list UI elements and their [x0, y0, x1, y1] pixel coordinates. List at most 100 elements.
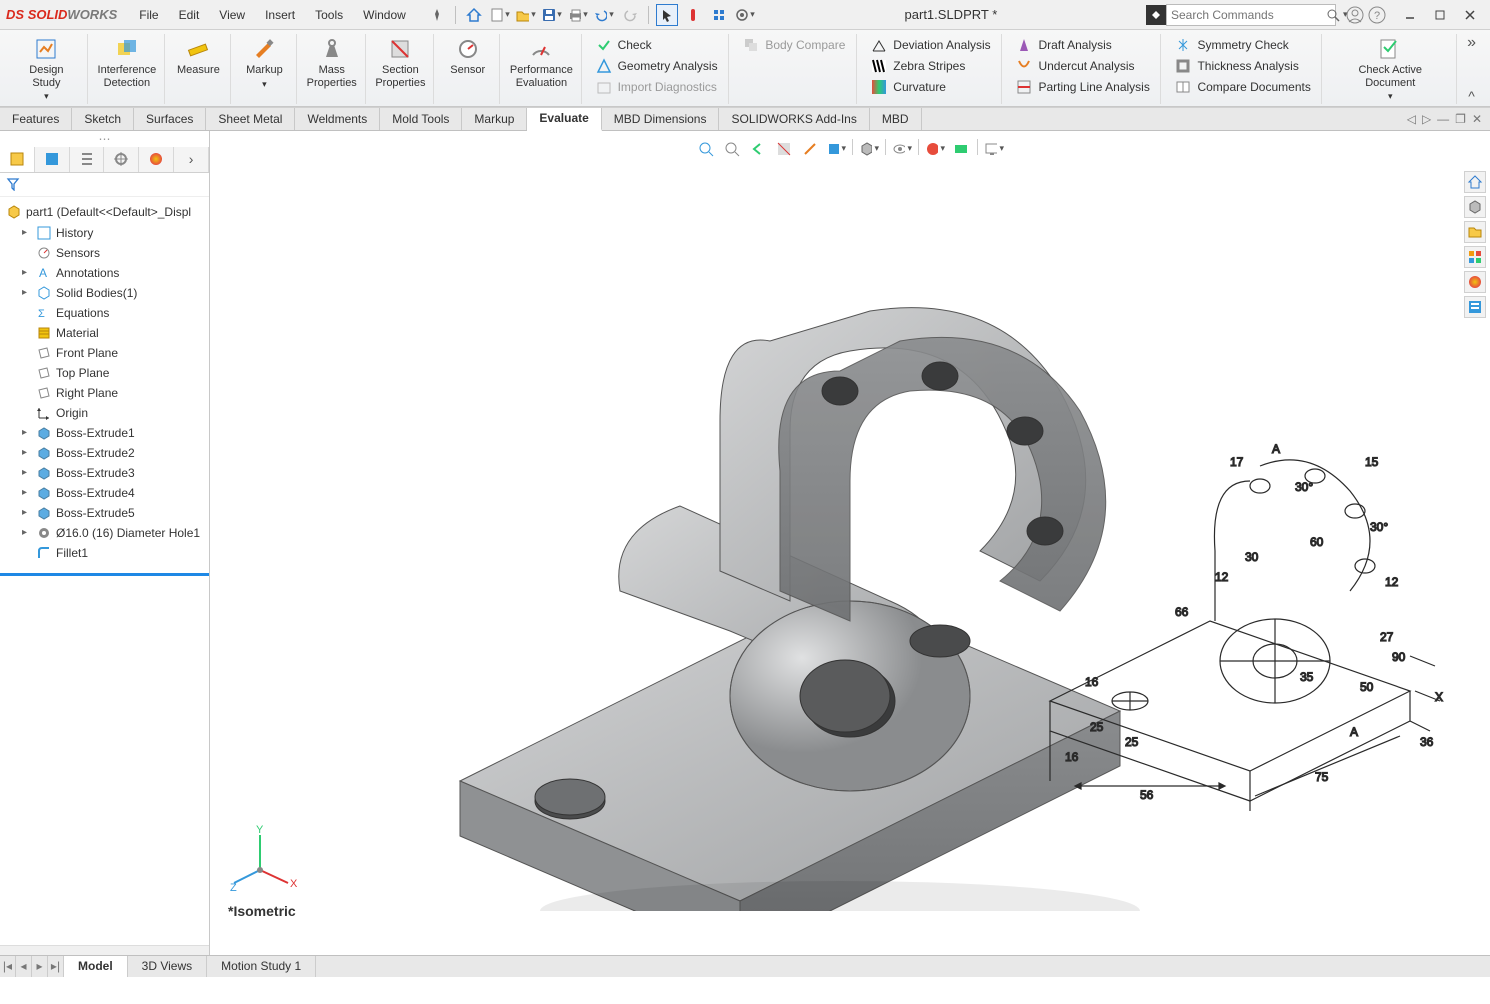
panel-tab-property[interactable] [35, 147, 70, 172]
panel-grip[interactable]: ⋯ [0, 131, 209, 147]
expand-left-icon[interactable]: ◁ [1407, 112, 1416, 126]
taskpane-appearances-icon[interactable] [1464, 271, 1486, 293]
symmetry-button[interactable]: Symmetry Check [1171, 36, 1292, 54]
check-active-button[interactable]: Check Active Document▾ [1332, 36, 1448, 102]
tree-item-material-not-specified-[interactable]: Material [4, 323, 207, 343]
tree-item-origin[interactable]: Origin [4, 403, 207, 423]
inner-minimize-icon[interactable]: — [1437, 112, 1449, 126]
expand-icon[interactable]: ▸ [22, 227, 32, 238]
ribbon-overflow[interactable]: »^ [1459, 34, 1484, 104]
expand-icon[interactable]: ▸ [22, 427, 32, 438]
expand-icon[interactable]: ▸ [22, 287, 32, 298]
selection-filter-icon[interactable] [682, 4, 704, 26]
zoom-fit-icon[interactable] [696, 139, 716, 159]
bottom-tab-3dviews[interactable]: 3D Views [128, 956, 207, 977]
expand-right-icon[interactable]: ▷ [1422, 112, 1431, 126]
help-icon[interactable]: ? [1366, 4, 1388, 26]
markup-button[interactable]: Markup▾ [246, 36, 283, 89]
home-icon[interactable] [463, 4, 485, 26]
tree-item-equations[interactable]: ΣEquations [4, 303, 207, 323]
expand-icon[interactable]: ▸ [22, 467, 32, 478]
parting-button[interactable]: Parting Line Analysis [1012, 78, 1153, 96]
menu-window[interactable]: Window [355, 6, 414, 24]
feature-tree[interactable]: part1 (Default<<Default>_Displ ▸HistoryS… [0, 197, 209, 577]
new-icon[interactable] [489, 4, 511, 26]
tree-item-boss-extrude1[interactable]: ▸Boss-Extrude1 [4, 423, 207, 443]
geometry-button[interactable]: Geometry Analysis [592, 57, 722, 75]
expand-icon[interactable]: ▸ [22, 447, 32, 458]
tree-item-fillet1[interactable]: Fillet1 [4, 543, 207, 563]
minimize-button[interactable] [1396, 4, 1424, 26]
curvature-button[interactable]: Curvature [867, 78, 950, 96]
undercut-button[interactable]: Undercut Analysis [1012, 57, 1138, 75]
panel-tab-display[interactable] [139, 147, 174, 172]
tab-sketch[interactable]: Sketch [72, 108, 134, 130]
taskpane-resources-icon[interactable] [1464, 196, 1486, 218]
save-icon[interactable] [541, 4, 563, 26]
options-icon[interactable] [734, 4, 756, 26]
tree-scrollbar[interactable] [0, 945, 209, 955]
tree-item-solid-bodies-1-[interactable]: ▸Solid Bodies(1) [4, 283, 207, 303]
expand-icon[interactable]: ▸ [22, 267, 32, 278]
select-icon[interactable] [656, 4, 678, 26]
tab-mbd-dim[interactable]: MBD Dimensions [602, 108, 720, 130]
tree-filter[interactable] [0, 173, 209, 197]
expand-icon[interactable]: ▸ [22, 487, 32, 498]
perf-button[interactable]: Performance Evaluation [510, 36, 573, 89]
panel-tab-feature-tree[interactable] [0, 147, 35, 172]
search-scope-icon[interactable] [1146, 5, 1166, 25]
tree-item-history[interactable]: ▸History [4, 223, 207, 243]
tab-markup[interactable]: Markup [462, 108, 527, 130]
open-icon[interactable] [515, 4, 537, 26]
taskpane-custom-props-icon[interactable] [1464, 296, 1486, 318]
tree-item-right-plane[interactable]: Right Plane [4, 383, 207, 403]
tree-item-boss-extrude4[interactable]: ▸Boss-Extrude4 [4, 483, 207, 503]
search-icon[interactable] [1326, 8, 1340, 22]
expand-icon[interactable]: ▸ [22, 507, 32, 518]
rebuild-icon[interactable] [708, 4, 730, 26]
tab-sheetmetal[interactable]: Sheet Metal [206, 108, 295, 130]
interference-button[interactable]: Interference Detection [98, 36, 157, 89]
taskpane-home-icon[interactable] [1464, 171, 1486, 193]
apply-scene-icon[interactable] [951, 139, 971, 159]
draft-button[interactable]: Draft Analysis [1012, 36, 1115, 54]
bottom-tab-model[interactable]: Model [64, 956, 128, 977]
undo-icon[interactable] [593, 4, 615, 26]
search-commands[interactable]: ▾ [1166, 4, 1336, 26]
prev-view-icon[interactable] [748, 139, 768, 159]
hide-show-icon[interactable] [892, 139, 912, 159]
dynamic-annot-icon[interactable] [800, 139, 820, 159]
inner-restore-icon[interactable]: ❐ [1455, 112, 1466, 126]
menu-insert[interactable]: Insert [257, 6, 303, 24]
maximize-button[interactable] [1426, 4, 1454, 26]
view-triad[interactable]: X Y Z [230, 825, 300, 895]
tree-root[interactable]: part1 (Default<<Default>_Displ [4, 201, 207, 223]
bt-last-icon[interactable]: ▸| [48, 956, 64, 977]
sensor-button[interactable]: Sensor [450, 36, 485, 77]
check-button[interactable]: Check [592, 36, 656, 54]
tree-item-top-plane[interactable]: Top Plane [4, 363, 207, 383]
measure-button[interactable]: Measure [177, 36, 220, 77]
edit-appearance-icon[interactable] [925, 139, 945, 159]
close-button[interactable] [1456, 4, 1484, 26]
menu-edit[interactable]: Edit [171, 6, 208, 24]
deviation-button[interactable]: Deviation Analysis [867, 36, 994, 54]
expand-icon[interactable]: ▸ [22, 527, 32, 538]
zebra-button[interactable]: Zebra Stripes [867, 57, 969, 75]
section-view-icon[interactable] [774, 139, 794, 159]
taskpane-view-palette-icon[interactable] [1464, 246, 1486, 268]
tab-moldtools[interactable]: Mold Tools [380, 108, 462, 130]
tab-features[interactable]: Features [0, 108, 72, 130]
bt-next-icon[interactable]: ▸ [32, 956, 48, 977]
design-study-button[interactable]: Design Study▾ [14, 36, 79, 102]
taskpane-library-icon[interactable] [1464, 221, 1486, 243]
redo-icon[interactable] [619, 4, 641, 26]
tree-item-sensors[interactable]: Sensors [4, 243, 207, 263]
bt-prev-icon[interactable]: ◂ [16, 956, 32, 977]
print-icon[interactable] [567, 4, 589, 26]
user-icon[interactable] [1344, 4, 1366, 26]
tab-weldments[interactable]: Weldments [295, 108, 380, 130]
tree-item-annotations[interactable]: ▸AAnnotations [4, 263, 207, 283]
thickness-button[interactable]: Thickness Analysis [1171, 57, 1302, 75]
tab-addins[interactable]: SOLIDWORKS Add-Ins [719, 108, 869, 130]
